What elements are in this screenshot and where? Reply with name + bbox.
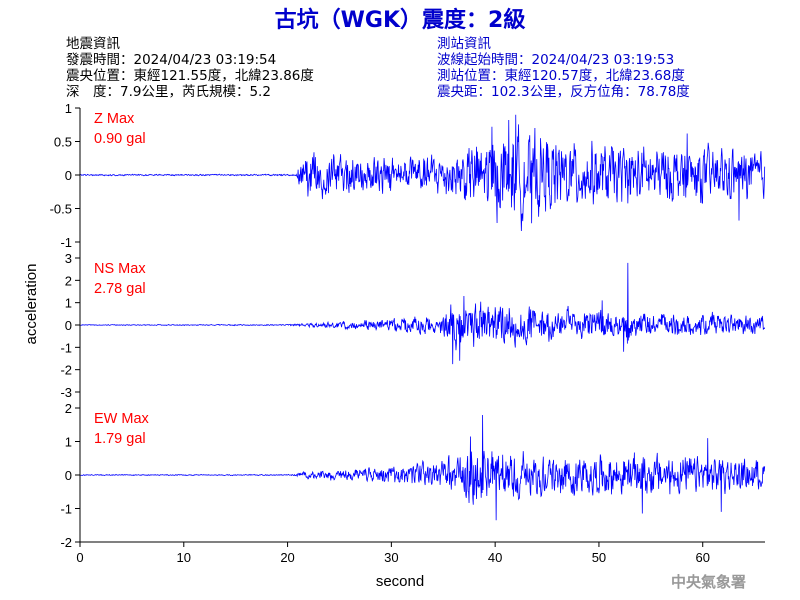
y-tick-label: -2 xyxy=(60,535,72,550)
panel-ns: -3 -2 -1 0 1 2 3 NS Max 2.78 gal xyxy=(60,251,766,400)
max-value-ew: 1.79 gal xyxy=(94,431,146,447)
y-tick-label: 1 xyxy=(65,101,72,116)
panel-z: -1 -0.5 0 0.5 1 Z Max 0.90 gal xyxy=(50,101,766,250)
y-tick-label: -1 xyxy=(60,235,72,250)
wave-start-time: 波線起始時間：2024/04/23 03:19:53 xyxy=(437,52,674,68)
waveform-trace-ns xyxy=(79,262,766,365)
y-tick-label: 2 xyxy=(65,273,72,288)
x-axis: 0 10 20 30 40 50 60 xyxy=(76,541,765,565)
y-tick-label: 3 xyxy=(65,251,72,266)
y-tick-label: 0 xyxy=(65,318,72,333)
y-tick-label: 0.5 xyxy=(54,135,72,150)
station-info-block: 測站資訊 波線起始時間：2024/04/23 03:19:53 測站位置：東經1… xyxy=(437,36,690,100)
max-title-z: Z Max xyxy=(94,111,135,127)
x-tick-label: 30 xyxy=(384,550,398,565)
y-tick-label: 0 xyxy=(65,168,72,183)
y-tick-label: 1 xyxy=(65,296,72,311)
y-tick-label: 2 xyxy=(65,401,72,416)
y-axis-label: acceleration xyxy=(23,264,40,345)
agency-credit: 中央氣象署 xyxy=(671,573,746,591)
x-tick-label: 40 xyxy=(488,550,502,565)
station-info-heading: 測站資訊 xyxy=(437,36,491,52)
max-title-ew: EW Max xyxy=(94,411,150,427)
x-tick-label: 50 xyxy=(592,550,606,565)
panel-ew: -2 -1 0 1 2 EW Max 1.79 gal xyxy=(60,401,766,550)
y-tick-label: -1 xyxy=(60,502,72,517)
epicenter-location: 震央位置：東經121.55度，北緯23.86度 xyxy=(66,68,314,84)
station-location: 測站位置：東經120.57度，北緯23.68度 xyxy=(437,68,685,84)
y-tick-label: -2 xyxy=(60,363,72,378)
waveform-trace-ew xyxy=(79,415,766,521)
y-tick-label: -1 xyxy=(60,340,72,355)
x-axis-label: second xyxy=(376,573,424,590)
x-tick-label: 60 xyxy=(695,550,709,565)
max-title-ns: NS Max xyxy=(94,261,146,277)
y-tick-label: -3 xyxy=(60,385,72,400)
y-tick-label: -0.5 xyxy=(50,202,72,217)
max-value-z: 0.90 gal xyxy=(94,131,146,147)
page-title: 古坑（WGK）震度：2級 xyxy=(275,7,526,33)
y-tick-label: 1 xyxy=(65,435,72,450)
y-tick-label: 0 xyxy=(65,468,72,483)
depth-magnitude: 深 度：7.9公里，芮氏規模：5.2 xyxy=(66,83,271,100)
x-tick-label: 20 xyxy=(280,550,294,565)
max-value-ns: 2.78 gal xyxy=(94,281,146,297)
x-tick-label: 10 xyxy=(177,550,191,565)
x-tick-label: 0 xyxy=(76,550,83,565)
panels-group: -1 -0.5 0 0.5 1 Z Max 0.90 gal -3 -2 -1 0 1 2 3 NS Max… xyxy=(50,101,766,550)
quake-info-block: 地震資訊 發震時間：2024/04/23 03:19:54 震央位置：東經121… xyxy=(66,36,314,100)
epicentral-distance: 震央距：102.3公里，反方位角：78.78度 xyxy=(437,84,690,100)
origin-time: 發震時間：2024/04/23 03:19:54 xyxy=(66,52,276,68)
quake-info-heading: 地震資訊 xyxy=(66,36,120,52)
waveform-trace-z xyxy=(79,114,766,232)
